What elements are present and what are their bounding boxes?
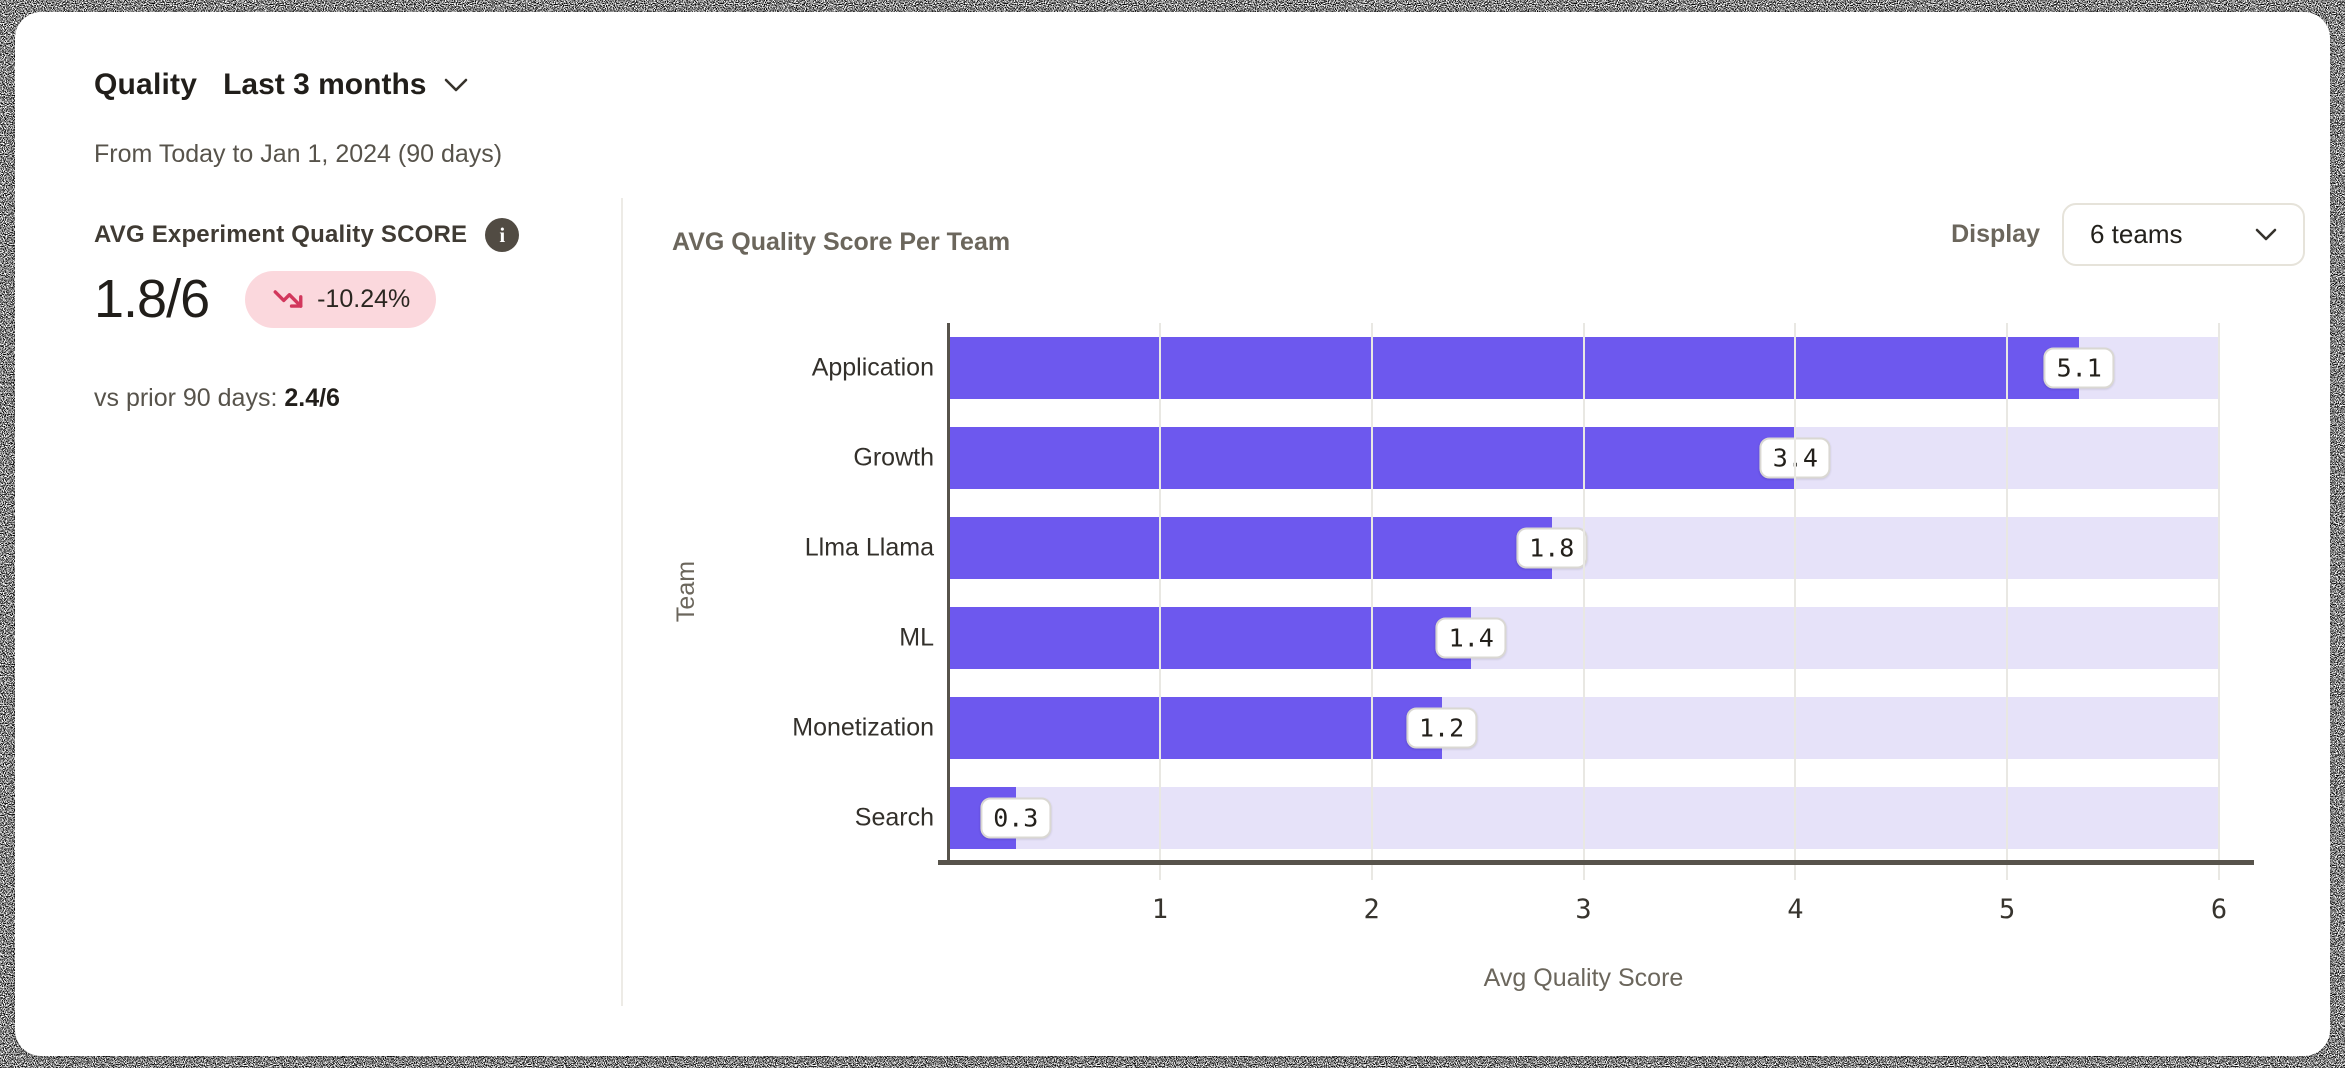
x-tick-5: 5 [1999, 894, 2016, 925]
gridline-3 [1582, 323, 1585, 880]
bar-value-label: 5.1 [2043, 347, 2115, 389]
gridline-4 [1794, 323, 1797, 880]
team-label: ML [899, 623, 934, 652]
bar-ml[interactable] [948, 607, 1472, 669]
team-label: Search [854, 803, 934, 832]
gridline-6 [2218, 323, 2220, 880]
y-axis-title-text: Team [672, 560, 701, 623]
team-label: Monetization [792, 713, 934, 742]
team-label: Application [811, 353, 934, 382]
chevron-down-icon [444, 78, 468, 92]
delta-value: -10.24% [317, 284, 411, 313]
gridline-1 [1158, 323, 1161, 880]
bar-llma-llama[interactable] [948, 517, 1552, 579]
display-control: Display 6 teams [1951, 203, 2305, 266]
x-axis-line [938, 860, 2254, 865]
metric-label: AVG Experiment Quality SCORE [94, 221, 468, 248]
metric-comparison: vs prior 90 days: 2.4/6 [94, 384, 340, 413]
panel-divider [621, 198, 623, 1006]
delta-badge: -10.24% [245, 270, 437, 328]
trending-down-icon [271, 282, 305, 316]
chart-title: AVG Quality Score Per Team [672, 228, 1011, 256]
date-range-selector[interactable]: Last 3 months [223, 68, 468, 102]
bar-value-label: 1.4 [1435, 617, 1507, 659]
x-axis-title: Avg Quality Score [1483, 964, 1684, 992]
date-range-label: Last 3 months [223, 68, 427, 101]
bar-value-label: 0.3 [980, 797, 1052, 839]
header: Quality Last 3 months [94, 68, 468, 102]
comparison-prefix: vs prior 90 days: [94, 384, 285, 412]
page-title: Quality [94, 68, 198, 101]
y-axis-title: Team [672, 323, 702, 860]
comparison-value: 2.4/6 [284, 384, 340, 412]
metric-value: 1.8/6 [94, 269, 210, 329]
x-tick-1: 1 [1151, 894, 1168, 925]
team-label: Growth [853, 443, 934, 472]
display-label: Display [1951, 220, 2040, 248]
plot-area: Avg Quality Score Team 1 2 3 4 5 6 Application… [673, 323, 2254, 992]
x-tick-6: 6 [2210, 894, 2228, 925]
teams-display-value: 6 teams [2090, 219, 2183, 249]
metric-value-row: 1.8/6 -10.24% [94, 268, 437, 330]
y-axis-line [947, 323, 950, 862]
bar-application[interactable] [948, 337, 2080, 399]
bar-monetization[interactable] [948, 697, 1442, 759]
x-tick-3: 3 [1575, 894, 1592, 925]
team-label: Llma Llama [804, 533, 934, 562]
teams-display-dropdown[interactable]: 6 teams [2062, 203, 2305, 266]
gridline-2 [1370, 323, 1373, 880]
info-icon[interactable]: i [485, 218, 520, 252]
gridline-5 [2006, 323, 2009, 880]
bar-value-label: 1.2 [1405, 707, 1478, 749]
chevron-down-icon [2255, 228, 2277, 241]
x-tick-4: 4 [1787, 894, 1804, 925]
bar-value-label: 1.8 [1516, 527, 1588, 569]
metric-header: AVG Experiment Quality SCORE i [94, 218, 520, 252]
date-range-subtitle: From Today to Jan 1, 2024 (90 days) [94, 140, 503, 168]
quality-card: Quality Last 3 months From Today to Jan … [15, 12, 2330, 1056]
x-tick-2: 2 [1363, 894, 1380, 925]
